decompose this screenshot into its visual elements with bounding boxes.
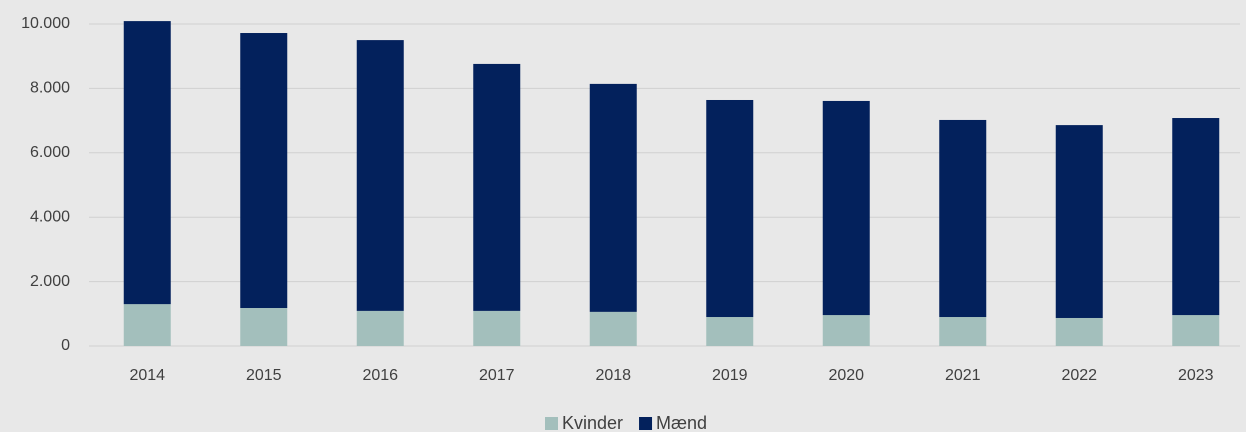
x-tick-label: 2019 — [712, 367, 748, 384]
bar-segment — [473, 63, 521, 311]
x-tick-label: 2023 — [1178, 367, 1214, 384]
bar-segment — [822, 100, 870, 316]
x-tick-label: 2018 — [595, 367, 631, 384]
bar-segment — [589, 311, 637, 346]
legend-swatch — [639, 417, 653, 430]
bar-segment — [240, 33, 288, 309]
legend-label: Mænd — [656, 413, 707, 432]
legend-swatch — [545, 417, 558, 430]
bar-segment — [1055, 317, 1103, 346]
bar-segment — [240, 308, 288, 346]
bar-segment — [706, 99, 754, 318]
x-tick-label: 2017 — [479, 367, 515, 384]
x-tick-label: 2014 — [129, 367, 165, 384]
y-tick-label: 2.000 — [30, 273, 70, 290]
bar-segment — [1055, 125, 1103, 318]
y-tick-label: 4.000 — [30, 208, 70, 225]
bar-segment — [1172, 315, 1220, 346]
y-tick-label: 8.000 — [30, 80, 70, 97]
bar-segment — [1172, 118, 1220, 316]
bar-segment — [356, 40, 404, 311]
x-tick-label: 2020 — [828, 367, 864, 384]
bar-segment — [123, 304, 171, 346]
bar-segment — [706, 317, 754, 346]
x-tick-label: 2016 — [362, 367, 398, 384]
legend-label: Kvinder — [562, 413, 623, 432]
bar-segment — [822, 315, 870, 346]
bar-segment — [123, 21, 171, 305]
bar-segment — [473, 310, 521, 346]
bar-segment — [939, 119, 987, 318]
bar-segment — [939, 317, 987, 346]
y-tick-label: 0 — [61, 337, 70, 354]
x-tick-label: 2021 — [945, 367, 981, 384]
y-tick-label: 10.000 — [21, 15, 70, 32]
x-tick-label: 2022 — [1061, 367, 1097, 384]
bar-segment — [589, 83, 637, 312]
y-tick-label: 6.000 — [30, 144, 70, 161]
x-tick-label: 2015 — [246, 367, 282, 384]
bar-segment — [356, 310, 404, 346]
